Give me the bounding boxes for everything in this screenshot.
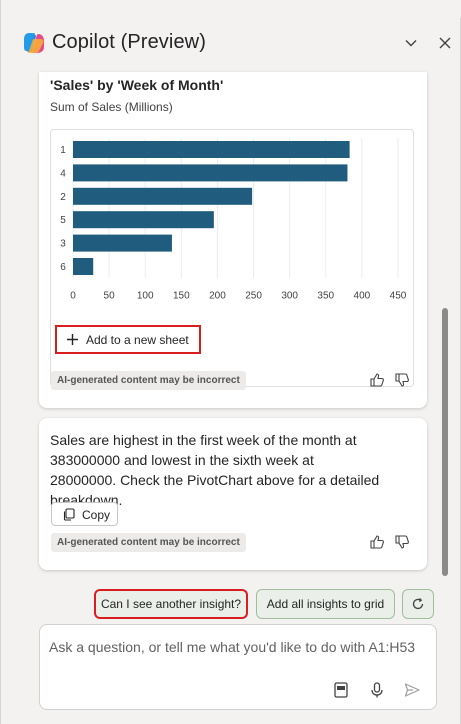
bar-week-6[interactable]	[73, 258, 94, 275]
category-label: 4	[60, 168, 66, 179]
close-button[interactable]	[434, 32, 456, 54]
chat-input[interactable]: Ask a question, or tell me what you'd li…	[39, 624, 437, 710]
close-icon	[439, 37, 451, 49]
category-label: 6	[60, 262, 66, 273]
pane-title: Copilot (Preview)	[52, 31, 206, 53]
thumbs-up-icon[interactable]	[369, 372, 385, 388]
thumbs-down-icon[interactable]	[394, 372, 410, 388]
category-label: 2	[60, 192, 66, 203]
plus-icon	[67, 334, 78, 345]
x-tick-label: 300	[281, 290, 298, 301]
bar-week-2[interactable]	[73, 187, 253, 205]
copilot-logo-icon	[24, 33, 44, 53]
x-tick-label: 50	[104, 290, 116, 301]
pane-header: Copilot (Preview)	[1, 20, 461, 72]
chart-area: 0 50 100 150 200 250 300 350 400 450 1 4 2 5 3 6 Add to…	[50, 129, 414, 387]
category-label: 1	[60, 145, 66, 156]
bar-chart: 0 50 100 150 200 250 300 350 400 450 1 4 2 5 3 6	[60, 138, 407, 301]
category-label: 5	[60, 215, 66, 226]
suggestion-another-insight[interactable]: Can I see another insight?	[94, 589, 248, 619]
copy-button[interactable]: Copy	[51, 502, 118, 526]
x-tick-label: 400	[354, 290, 371, 301]
chat-input-placeholder: Ask a question, or tell me what you'd li…	[49, 639, 416, 655]
x-tick-label: 100	[137, 290, 154, 301]
thumbs-down-icon[interactable]	[394, 534, 410, 550]
collapse-button[interactable]	[400, 32, 422, 54]
x-tick-label: 250	[245, 290, 262, 301]
scrollbar-thumb[interactable]	[442, 308, 448, 576]
x-tick-label: 200	[209, 290, 226, 301]
copy-label: Copy	[82, 508, 111, 522]
suggestion-add-all-insights[interactable]: Add all insights to grid	[256, 589, 395, 619]
copy-icon	[63, 508, 75, 521]
x-tick-label: 0	[70, 290, 76, 301]
chart-title: 'Sales' by 'Week of Month'	[50, 77, 224, 93]
refresh-suggestions-button[interactable]	[402, 589, 434, 619]
pane-top-strip	[1, 0, 461, 18]
insight-card: Sales are highest in the first week of t…	[39, 418, 427, 570]
bar-week-4[interactable]	[73, 164, 348, 182]
x-tick-label: 150	[173, 290, 190, 301]
send-icon[interactable]	[403, 681, 421, 699]
thumbs-up-icon[interactable]	[369, 534, 385, 550]
chevron-down-icon	[405, 40, 417, 47]
bar-week-3[interactable]	[73, 234, 172, 252]
x-tick-label: 450	[390, 290, 407, 301]
bar-week-5[interactable]	[73, 211, 214, 229]
add-to-new-sheet-button[interactable]: Add to a new sheet	[55, 325, 201, 354]
refresh-icon	[412, 598, 424, 610]
chart-subtitle: Sum of Sales (Millions)	[50, 100, 173, 114]
category-label: 3	[60, 239, 66, 250]
ai-disclaimer-badge: AI-generated content may be incorrect	[51, 533, 246, 552]
insight-message: Sales are highest in the first week of t…	[50, 432, 380, 508]
chart-card: 'Sales' by 'Week of Month' Sum of Sales …	[39, 72, 427, 408]
add-to-new-sheet-label: Add to a new sheet	[86, 333, 189, 347]
ai-disclaimer-badge: AI-generated content may be incorrect	[51, 371, 246, 390]
microphone-icon[interactable]	[368, 681, 386, 699]
bar-week-1[interactable]	[73, 141, 350, 158]
x-tick-label: 350	[317, 290, 334, 301]
prompt-guide-icon[interactable]	[332, 681, 350, 699]
